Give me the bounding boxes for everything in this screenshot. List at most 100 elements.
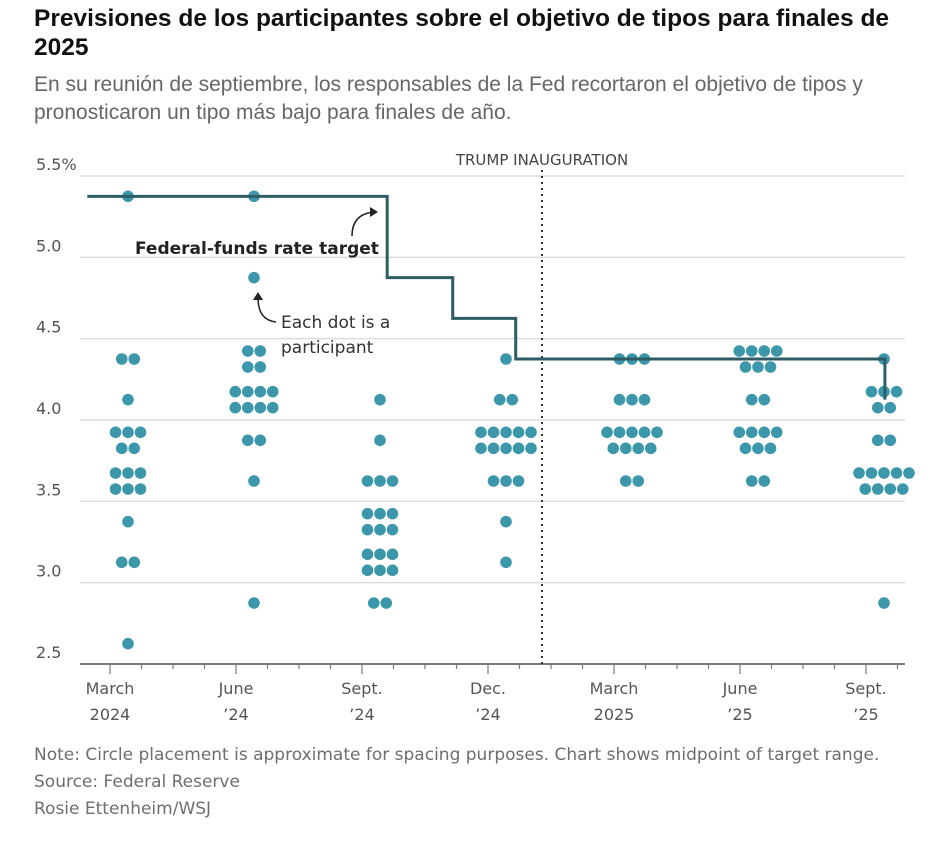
participant-dot: [758, 475, 771, 487]
participant-dot: [865, 385, 878, 398]
participant-dot: [386, 523, 399, 536]
participant-dot: [254, 345, 267, 357]
dot-plot-chart: 2.5 3.0 3.5 4.0 4.5 5.0 5.5% March 2024 June ’24 Se…: [36, 151, 915, 724]
dot-label-arrow: [257, 297, 277, 323]
x-tick-label-month: March: [590, 679, 639, 698]
participant-dot: [475, 426, 487, 439]
participant-dot: [613, 393, 626, 406]
participant-dot: [500, 426, 512, 439]
participant-dot: [745, 345, 758, 357]
chart-title: Previsiones de los participantes sobre e…: [34, 5, 890, 61]
participant-dot: [638, 426, 651, 439]
participant-dot: [374, 434, 386, 447]
participant-dot: [512, 475, 525, 487]
x-tick-label-year: ’25: [727, 705, 752, 724]
source-line: Source: Federal Reserve: [34, 772, 240, 792]
x-tick-label-month: June: [218, 679, 254, 698]
participant-dot: [619, 442, 632, 455]
x-tick-label-year: ’24: [475, 705, 500, 724]
participant-dot: [380, 597, 393, 609]
participant-dot: [733, 426, 746, 439]
participant-dot: [115, 556, 128, 569]
participant-dot: [619, 475, 632, 487]
participant-dot: [890, 467, 903, 479]
y-tick-label: 2.5: [36, 643, 61, 662]
participant-dot: [254, 361, 267, 373]
participant-dot: [745, 393, 758, 406]
participant-dot: [361, 564, 374, 577]
y-tick-label: 3.5: [36, 480, 61, 499]
participant-dot: [374, 548, 386, 561]
participant-dot: [386, 507, 399, 520]
participant-dot: [871, 401, 884, 414]
participant-dot: [512, 426, 525, 439]
participant-dot: [890, 385, 903, 398]
participant-dot: [632, 475, 645, 487]
participant-dot: [374, 393, 386, 406]
dot-annotation-line1: Each dot is a: [281, 313, 390, 333]
participant-dot: [853, 467, 865, 479]
y-tick-label: 5.0: [36, 236, 61, 255]
rate-label-arrowhead: [370, 207, 378, 217]
dot-annotation-line2: participant: [281, 338, 374, 358]
inauguration-label: TRUMP INAUGURATION: [455, 151, 628, 169]
participant-dot: [109, 426, 122, 439]
chart-footer: Note: Circle placement is approximate fo…: [34, 742, 904, 823]
participant-dot: [500, 515, 512, 528]
participant-dot: [109, 467, 122, 479]
participant-dot: [248, 597, 260, 609]
participant-dot: [374, 564, 386, 577]
participant-dot: [122, 426, 134, 439]
participant-dot: [500, 556, 512, 569]
participant-dot: [128, 556, 141, 569]
participant-dot: [758, 393, 771, 406]
participant-dot: [128, 353, 141, 365]
participant-dot: [367, 597, 380, 609]
participant-dot: [266, 385, 279, 398]
rate-target-line: [87, 194, 887, 400]
participant-dot: [632, 442, 645, 455]
participant-dot: [739, 361, 752, 373]
participant-dot: [254, 401, 267, 414]
participant-dot: [122, 483, 134, 495]
participant-dot: [386, 564, 399, 577]
participant-dot: [745, 426, 758, 439]
participant-dot: [254, 385, 267, 398]
participant-dot: [903, 467, 915, 479]
participant-dot: [500, 475, 512, 487]
participant-dot: [758, 345, 771, 357]
chart-subtitle: En su reunión de septiembre, los respons…: [34, 73, 863, 124]
participant-dot: [752, 442, 764, 455]
y-tick-label: 4.5: [36, 318, 61, 337]
participant-dot: [651, 426, 663, 439]
participant-dot: [770, 345, 783, 357]
participant-dot: [374, 523, 386, 536]
participant-dot: [500, 353, 512, 365]
participant-dot: [128, 442, 141, 455]
participant-dot: [638, 393, 651, 406]
participant-dot: [361, 523, 374, 536]
x-tick-label-year: ’25: [853, 705, 878, 724]
participant-dot: [871, 434, 884, 447]
participant-dot: [248, 475, 260, 487]
participant-dot: [525, 442, 537, 455]
participant-dot: [506, 393, 519, 406]
participant-dot: [386, 475, 399, 487]
participant-dot: [626, 426, 638, 439]
participant-dot: [241, 385, 254, 398]
rate-target-label: Federal-funds rate target: [135, 239, 379, 259]
participant-dot: [122, 637, 134, 650]
participant-dot: [758, 426, 771, 439]
participant-dot: [644, 442, 657, 455]
participant-dot: [361, 475, 374, 487]
participant-dot: [122, 515, 134, 528]
participant-dot: [254, 434, 267, 447]
participant-dot: [241, 361, 254, 373]
x-tick-label-year: 2025: [594, 705, 635, 724]
participant-dot: [361, 507, 374, 520]
participant-dot: [752, 361, 764, 373]
participant-dot: [500, 442, 512, 455]
participant-dot: [122, 467, 134, 479]
participant-dot: [626, 393, 638, 406]
x-tick-label-month: Sept.: [845, 679, 887, 698]
